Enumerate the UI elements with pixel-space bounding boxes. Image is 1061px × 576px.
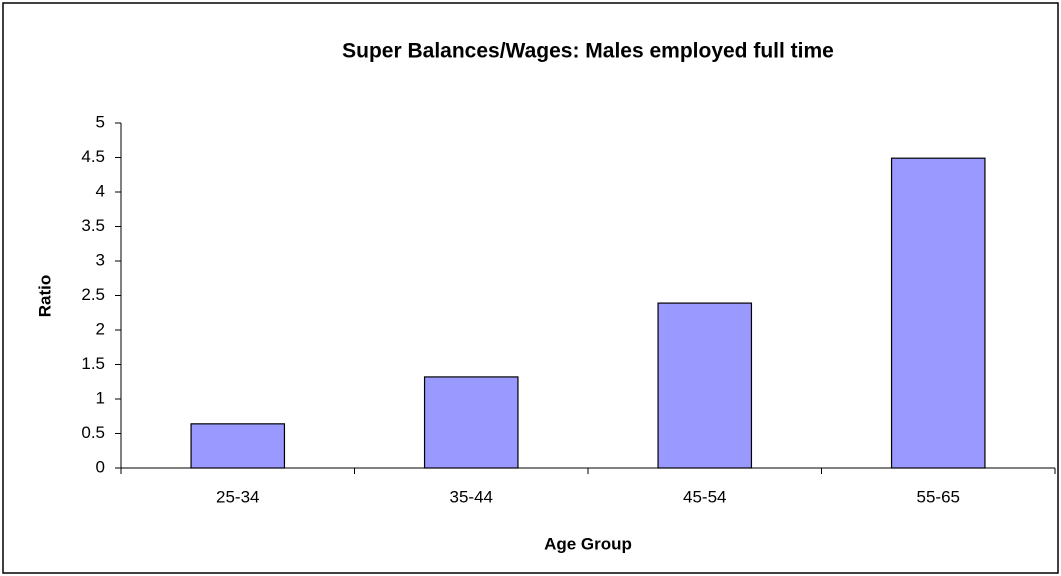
x-tick-label: 45-54 xyxy=(683,487,726,506)
y-axis-title: Ratio xyxy=(35,275,54,318)
y-tick-label: 2.5 xyxy=(81,285,105,304)
y-tick-label: 5 xyxy=(96,112,105,131)
bar xyxy=(190,423,286,469)
y-tick-label: 3.5 xyxy=(81,216,105,235)
y-tick-label: 3 xyxy=(96,250,105,269)
y-tick-label: 2 xyxy=(96,319,105,338)
x-tick-label: 25-34 xyxy=(216,487,259,506)
x-tick-label: 55-65 xyxy=(917,487,960,506)
y-tick-label: 0 xyxy=(96,457,105,476)
bar xyxy=(890,157,986,469)
y-tick-label: 1.5 xyxy=(81,354,105,373)
x-axis-title: Age Group xyxy=(544,534,632,553)
bar xyxy=(423,376,519,469)
chart-title: Super Balances/Wages: Males employed ful… xyxy=(342,40,834,63)
y-tick-label: 1 xyxy=(96,388,105,407)
x-tick-label: 35-44 xyxy=(450,487,493,506)
y-tick-label: 4 xyxy=(96,181,105,200)
y-tick-label: 0.5 xyxy=(81,423,105,442)
y-tick-label: 4.5 xyxy=(81,147,105,166)
bar xyxy=(657,302,753,469)
